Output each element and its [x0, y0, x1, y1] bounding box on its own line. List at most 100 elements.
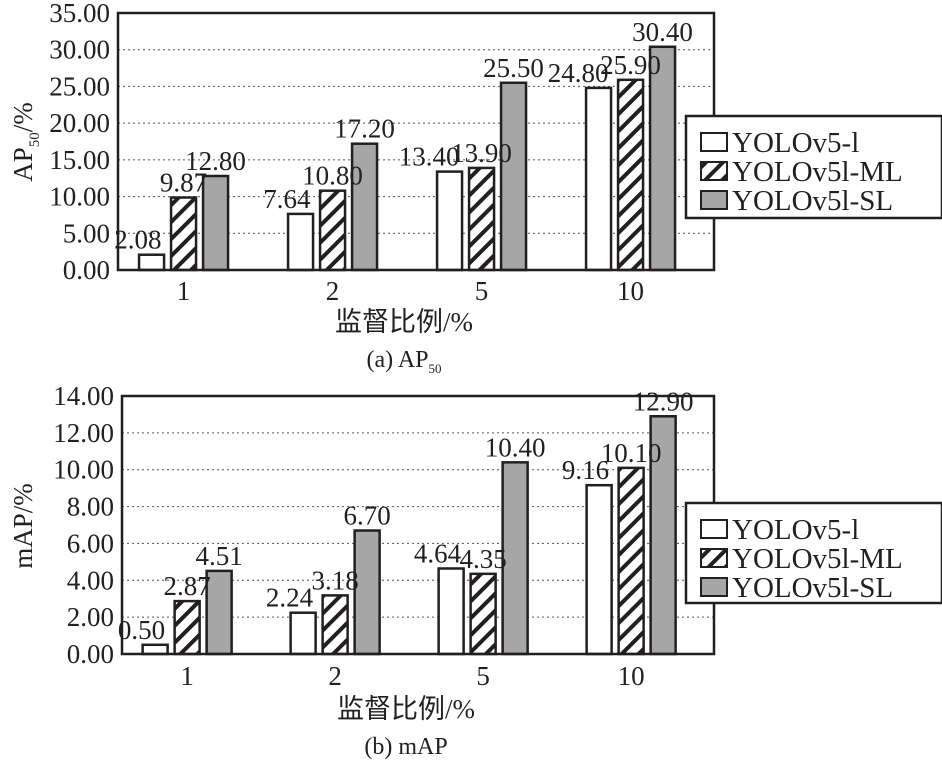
bar: [616, 78, 645, 272]
x-tick-label: 2: [326, 276, 340, 306]
y-tick-label: 35.00: [49, 0, 110, 28]
legend-label: YOLOv5l-SL: [732, 572, 893, 604]
bar: [648, 45, 677, 272]
chart-caption-main: (b) mAP: [364, 734, 447, 760]
data-label: 10.10: [601, 438, 662, 468]
y-axis-title-subscript: 50: [27, 132, 43, 147]
y-axis-title-main: AP: [8, 147, 38, 182]
bar: [286, 212, 315, 272]
chart-caption-subscript: 50: [429, 361, 442, 376]
legend-box: [684, 501, 942, 605]
data-label: 13.90: [451, 138, 512, 168]
bar: [321, 594, 349, 656]
legend-item: YOLOv5-l: [700, 127, 859, 159]
bar: [617, 466, 645, 656]
legend-label: YOLOv5l-ML: [732, 543, 903, 575]
legend-swatch: [700, 161, 728, 181]
bar: [584, 86, 613, 272]
y-tick-label: 2.00: [67, 602, 114, 632]
data-label: 4.35: [459, 544, 506, 574]
y-axis-title-suffix: /%: [8, 102, 38, 132]
data-label: 3.18: [311, 565, 358, 595]
y-tick-label: 0.00: [67, 639, 114, 669]
y-tick-label: 12.00: [53, 418, 114, 448]
y-tick-label: 4.00: [67, 565, 114, 595]
bar: [435, 170, 464, 272]
y-tick-label: 14.00: [53, 381, 114, 411]
data-label: 25.50: [483, 53, 544, 83]
x-tick-label: 5: [476, 661, 490, 691]
y-tick-label: 10.00: [53, 455, 114, 485]
y-tick-label: 8.00: [67, 492, 114, 522]
y-axis-title: mAP/%: [8, 483, 38, 569]
legend-label: YOLOv5l-ML: [732, 156, 903, 188]
y-tick-label: 10.00: [49, 182, 110, 212]
data-label: 6.70: [343, 501, 390, 531]
legend-item: YOLOv5l-SL: [700, 185, 893, 217]
legend-swatch: [700, 519, 728, 539]
legend-item: YOLOv5l-ML: [700, 543, 903, 575]
bar: [437, 567, 465, 656]
legend-item: YOLOv5l-SL: [700, 572, 893, 604]
bar: [318, 189, 347, 272]
y-tick-label: 0.00: [63, 255, 110, 285]
x-tick-label: 5: [475, 276, 489, 306]
data-label: 2.87: [163, 571, 210, 601]
legend-swatch: [700, 132, 728, 152]
legend-swatch: [700, 548, 728, 568]
data-label: 7.64: [263, 184, 311, 214]
data-label: 4.64: [414, 538, 462, 568]
data-label: 9.16: [562, 455, 609, 485]
x-tick-label: 2: [328, 661, 342, 691]
data-label: 30.40: [632, 17, 693, 47]
bar: [501, 461, 529, 656]
legend-item: YOLOv5l-ML: [700, 156, 903, 188]
data-label: 10.40: [485, 432, 546, 462]
y-tick-label: 25.00: [49, 71, 110, 101]
bar: [169, 196, 198, 272]
legend-box: [684, 114, 942, 220]
data-label: 13.40: [399, 142, 460, 172]
y-axis-title: AP50/%: [8, 102, 43, 182]
legend-item: YOLOv5-l: [700, 514, 859, 546]
bar: [289, 611, 317, 656]
chart-caption: (b) mAP: [364, 734, 447, 760]
x-axis-title: 监督比例/%: [337, 694, 475, 724]
y-axis-title-main: mAP: [8, 513, 38, 569]
y-tick-label: 30.00: [49, 35, 110, 65]
chart-caption: (a) AP50: [367, 347, 442, 376]
bar: [499, 81, 528, 272]
data-label: 9.87: [160, 168, 207, 198]
y-axis-title-suffix: /%: [8, 483, 38, 513]
y-tick-label: 6.00: [67, 528, 114, 558]
data-label: 4.51: [195, 541, 242, 571]
chart-map: 0.00 2.00 4.00 6.00 8.00 10.00 12.00 14.00 0.50 2…: [8, 381, 942, 760]
y-tick-label: 20.00: [49, 108, 110, 138]
y-tick-label: 5.00: [63, 218, 110, 248]
data-label: 12.80: [185, 146, 246, 176]
bar: [141, 643, 169, 656]
data-label: 0.50: [118, 615, 165, 645]
bar: [469, 572, 497, 656]
data-label: 12.90: [633, 386, 694, 416]
bar: [467, 166, 496, 272]
bar: [585, 483, 613, 656]
legend-label: YOLOv5-l: [732, 127, 859, 159]
x-tick-label: 10: [618, 661, 645, 691]
data-label: 2.24: [266, 583, 314, 613]
x-tick-label: 1: [177, 276, 191, 306]
data-label: 24.80: [548, 58, 609, 88]
x-tick-label: 10: [617, 276, 644, 306]
chart-ap50: 0.00 5.00 10.00 15.00 20.00 25.00 30.00 35.00 2.…: [8, 0, 942, 376]
bar: [137, 253, 166, 272]
data-label: 17.20: [334, 114, 395, 144]
legend-swatch: [700, 577, 728, 597]
data-label: 2.08: [114, 225, 161, 255]
bar: [205, 569, 233, 656]
x-axis-title: 监督比例/%: [335, 307, 473, 337]
y-tick-label: 15.00: [49, 145, 110, 175]
data-label: 25.90: [600, 50, 661, 80]
